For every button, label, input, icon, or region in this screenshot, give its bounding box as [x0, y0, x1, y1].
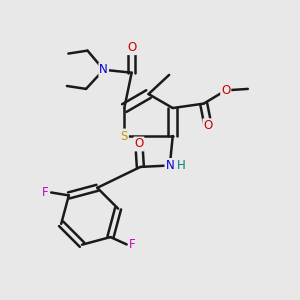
- Text: F: F: [129, 238, 136, 251]
- Text: S: S: [121, 130, 128, 142]
- Text: N: N: [165, 159, 174, 172]
- Text: O: O: [221, 84, 230, 97]
- Text: F: F: [42, 186, 49, 199]
- Text: N: N: [99, 63, 108, 76]
- Text: O: O: [134, 137, 143, 151]
- Text: H: H: [177, 159, 185, 172]
- Text: O: O: [127, 41, 136, 54]
- Text: O: O: [203, 119, 213, 132]
